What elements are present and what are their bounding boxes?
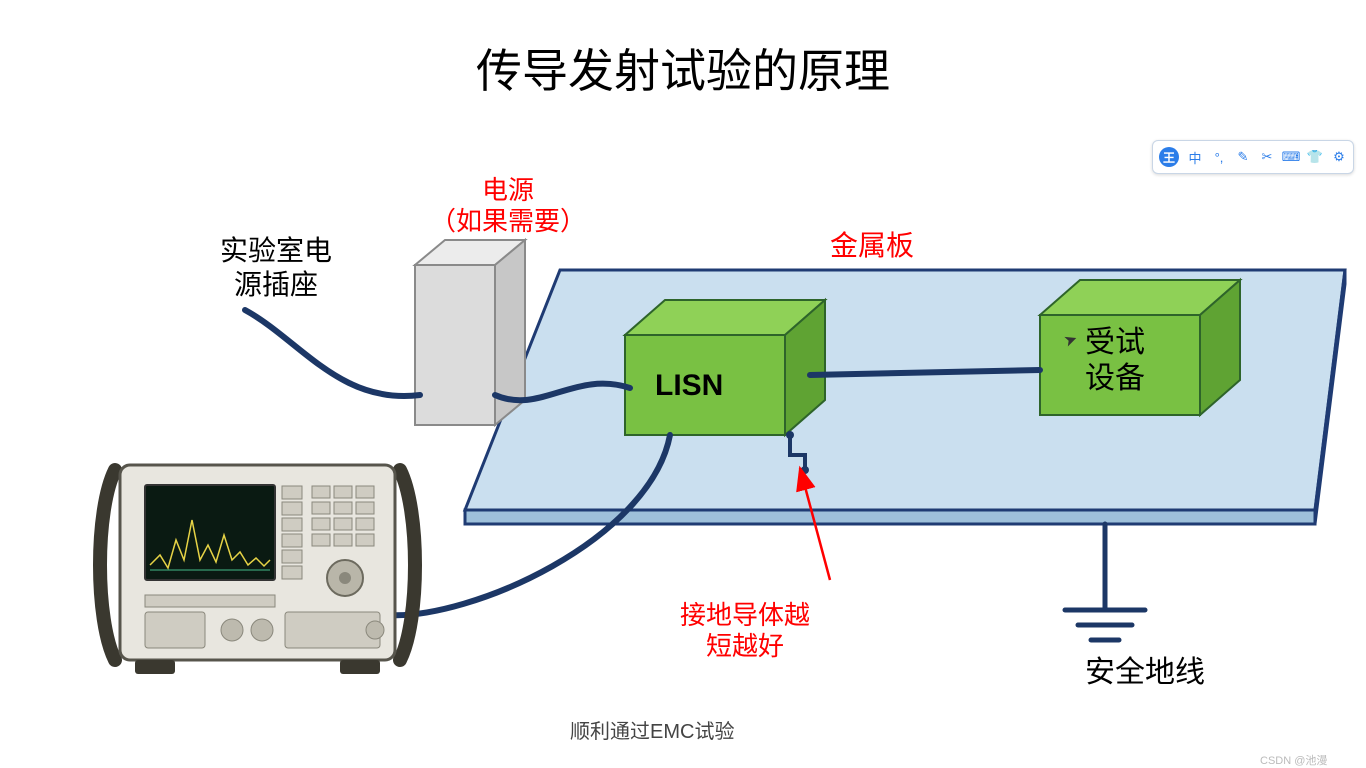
footer-caption: 顺利通过EMC试验 [570,720,734,744]
diagram-stage: 传导发射试验的原理 [0,0,1366,768]
watermark-text: CSDN @池漫 [1260,752,1327,768]
wire-lisn-to-analyzer [388,435,670,615]
label-safety-ground: 安全地线 [1085,655,1205,691]
wires [245,310,1040,615]
ime-lang-icon[interactable]: 中 [1187,149,1203,165]
label-power-supply: 电源 （如果需要） [430,175,586,237]
wire-power-to-lisn [495,384,630,401]
ime-badge-icon[interactable]: 王 [1159,147,1179,167]
plate-front-edge [465,510,1315,524]
lisn-ground-lead [790,435,805,470]
label-eut: 受试 设备 [1085,325,1145,397]
safety-ground-symbol [1065,524,1145,640]
pencil-icon[interactable]: ✎ [1235,149,1251,165]
gear-icon[interactable]: ⚙ [1331,149,1347,165]
plate-side-edge [1315,270,1345,524]
power-supply-box [415,240,525,425]
wire-lisn-to-eut [810,370,1040,375]
cursor-icon: ➤ [1061,328,1080,351]
label-ground-note: 接地导体越 短越好 [680,600,810,662]
label-lisn: LISN [655,368,723,404]
metal-plate [465,270,1345,524]
label-lab-socket: 实验室电 源插座 [220,235,332,302]
spectrum-analyzer [100,465,415,674]
scissors-icon[interactable]: ✂ [1259,149,1275,165]
plate-top-stroke [465,270,1345,510]
ground-note-arrow [800,468,830,580]
wire-socket-to-power [245,310,420,396]
skin-icon[interactable]: 👕 [1307,149,1323,165]
plate-top [465,270,1345,510]
ime-symbol-icon[interactable]: °, [1211,149,1227,165]
page-title: 传导发射试验的原理 [0,35,1366,101]
keyboard-icon[interactable]: ⌨ [1283,149,1299,165]
label-metal-plate: 金属板 [830,230,914,264]
ime-toolbar[interactable]: 王 中 °, ✎ ✂ ⌨ 👕 ⚙ [1152,140,1354,174]
